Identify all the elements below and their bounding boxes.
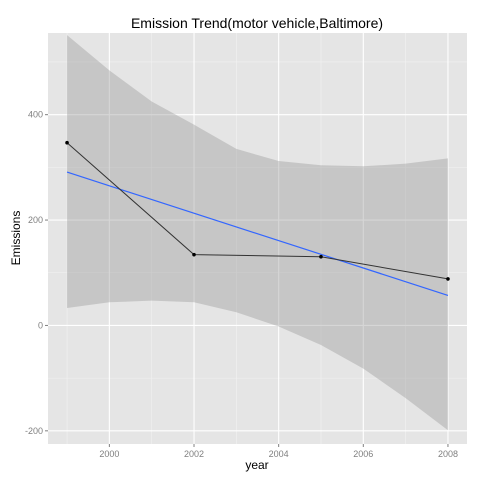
- y-tick-label: 0: [38, 320, 43, 330]
- x-tick-label: 2000: [99, 449, 119, 459]
- x-tick-label: 2006: [353, 449, 373, 459]
- data-point: [319, 254, 323, 259]
- data-point: [65, 140, 69, 145]
- major-gridlines: [48, 33, 467, 444]
- y-axis-title: Emissions: [9, 211, 23, 266]
- trend-line: [66, 171, 449, 296]
- series-layer: [65, 140, 450, 296]
- confidence-band: [67, 35, 448, 431]
- chart-title: Emission Trend(motor vehicle,Baltimore): [131, 15, 383, 31]
- data-point: [446, 277, 450, 281]
- plot-panel: [48, 33, 467, 444]
- y-axis-ticks: -200 0 200 400: [25, 110, 48, 436]
- y-tick-label: 200: [28, 215, 43, 225]
- x-tick-label: 2002: [184, 449, 204, 459]
- minor-gridlines: [48, 33, 467, 444]
- x-axis-title: year: [245, 458, 268, 472]
- x-tick-label: 2004: [269, 449, 289, 459]
- x-axis-ticks: 2000 2002 2004 2006 2008: [99, 444, 458, 459]
- emissions-line: [66, 142, 449, 280]
- data-point: [192, 252, 196, 257]
- confidence-band-layer: [67, 35, 448, 431]
- y-tick-label: 400: [28, 110, 43, 120]
- y-tick-label: -200: [25, 426, 43, 436]
- x-tick-label: 2008: [438, 449, 458, 459]
